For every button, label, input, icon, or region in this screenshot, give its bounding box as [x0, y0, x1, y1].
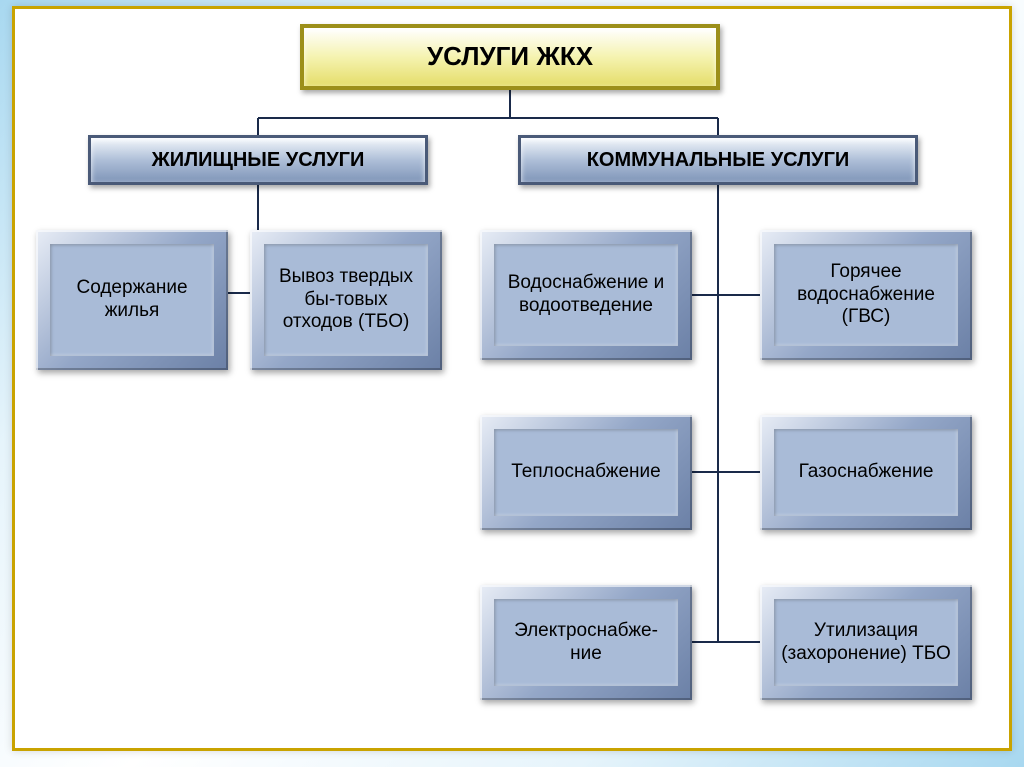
- leaf-label: Теплоснабжение: [505, 457, 666, 488]
- leaf-box-utility_1: Водоснабжение и водоотведение: [480, 230, 692, 360]
- leaf-label: Утилизация (захоронение) ТБО: [774, 616, 958, 670]
- title-label: УСЛУГИ ЖКХ: [421, 37, 599, 76]
- leaf-inner: Горячее водоснабжение (ГВС): [774, 244, 958, 346]
- category-label: ЖИЛИЩНЫЕ УСЛУГИ: [146, 144, 371, 176]
- leaf-inner: Электроснабже-ние: [494, 599, 678, 686]
- leaf-box-utility_6: Утилизация (захоронение) ТБО: [760, 585, 972, 700]
- category-box-utility: КОММУНАЛЬНЫЕ УСЛУГИ: [518, 135, 918, 185]
- leaf-box-housing_2: Вывоз твердых бы-товых отходов (ТБО): [250, 230, 442, 370]
- leaf-inner: Утилизация (захоронение) ТБО: [774, 599, 958, 686]
- leaf-box-housing_1: Содержание жилья: [36, 230, 228, 370]
- leaf-label: Электроснабже-ние: [494, 616, 678, 670]
- leaf-inner: Теплоснабжение: [494, 429, 678, 516]
- leaf-box-utility_2: Горячее водоснабжение (ГВС): [760, 230, 972, 360]
- category-box-housing: ЖИЛИЩНЫЕ УСЛУГИ: [88, 135, 428, 185]
- leaf-inner: Содержание жилья: [50, 244, 214, 356]
- title-box: УСЛУГИ ЖКХ: [300, 24, 720, 90]
- leaf-box-utility_4: Газоснабжение: [760, 415, 972, 530]
- leaf-box-utility_3: Теплоснабжение: [480, 415, 692, 530]
- leaf-inner: Водоснабжение и водоотведение: [494, 244, 678, 346]
- leaf-inner: Вывоз твердых бы-товых отходов (ТБО): [264, 244, 428, 356]
- leaf-box-utility_5: Электроснабже-ние: [480, 585, 692, 700]
- diagram-stage: УСЛУГИ ЖКХ ЖИЛИЩНЫЕ УСЛУГИ КОММУНАЛЬНЫЕ УС…: [0, 0, 1024, 767]
- leaf-label: Газоснабжение: [793, 457, 940, 488]
- leaf-label: Содержание жилья: [50, 273, 214, 327]
- leaf-label: Горячее водоснабжение (ГВС): [774, 257, 958, 333]
- leaf-label: Водоснабжение и водоотведение: [494, 268, 678, 322]
- leaf-inner: Газоснабжение: [774, 429, 958, 516]
- category-label: КОММУНАЛЬНЫЕ УСЛУГИ: [581, 144, 856, 176]
- leaf-label: Вывоз твердых бы-товых отходов (ТБО): [264, 262, 428, 338]
